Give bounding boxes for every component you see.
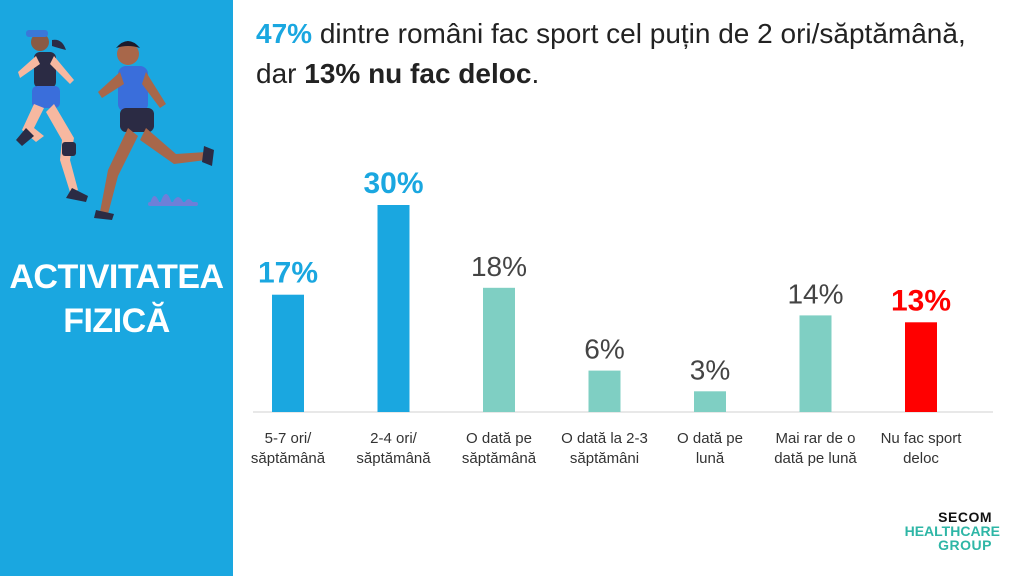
data-label-1: 17% xyxy=(258,257,318,290)
section-title: ACTIVITATEA FIZICĂ xyxy=(0,255,233,343)
bar-4 xyxy=(588,370,621,412)
category-label-3: O dată pe săptămână xyxy=(462,430,537,467)
data-label-7: 13% xyxy=(891,284,951,317)
bush-icon xyxy=(148,194,198,206)
bar-2 xyxy=(377,205,410,412)
data-label-5: 3% xyxy=(690,354,730,385)
headline-end: . xyxy=(531,58,540,89)
secom-logo: SECOM HEALTHCARE GROUP xyxy=(860,510,1000,552)
bar-3 xyxy=(483,287,515,412)
data-label-3: 18% xyxy=(471,251,527,282)
headline-bold: 13% nu fac deloc xyxy=(304,58,532,89)
logo-line2: HEALTHCARE xyxy=(904,523,1000,539)
section-title-line1: ACTIVITATEA xyxy=(9,258,224,296)
category-label-1: 5-7 ori/săptămână xyxy=(251,430,326,467)
category-label-7: Nu fac sport deloc xyxy=(881,430,963,467)
data-label-2: 30% xyxy=(363,167,423,200)
male-runner-icon xyxy=(94,41,214,220)
bar-1 xyxy=(272,294,304,412)
sidebar: ACTIVITATEA FIZICĂ xyxy=(0,0,233,576)
bar-6 xyxy=(799,315,832,412)
bar-chart: 17% 5-7 ori/săptămână 30% 2-4 ori/săptămână… xyxy=(251,167,993,467)
bar-5 xyxy=(694,391,726,412)
logo-line3: GROUP xyxy=(938,537,992,553)
logo-line1: SECOM xyxy=(938,509,992,525)
headline-text: dintre români fac sport cel puțin de 2 o… xyxy=(256,18,966,89)
data-label-4: 6% xyxy=(584,334,624,365)
headline: 47% dintre români fac sport cel puțin de… xyxy=(256,14,976,94)
data-label-6: 14% xyxy=(787,278,843,309)
category-label-2: 2-4 ori/săptămână xyxy=(356,430,431,467)
section-title-line2: FIZICĂ xyxy=(63,302,170,340)
female-runner-icon xyxy=(16,30,88,202)
category-label-6: Mai rar de o dată pe lună xyxy=(774,430,857,467)
bar-7 xyxy=(905,322,937,412)
category-label-5: O dată pe lună xyxy=(677,430,743,467)
runners-illustration xyxy=(16,30,214,220)
category-label-4: O dată la 2-3 săptămâni xyxy=(561,430,648,467)
headline-percent: 47% xyxy=(256,18,313,49)
